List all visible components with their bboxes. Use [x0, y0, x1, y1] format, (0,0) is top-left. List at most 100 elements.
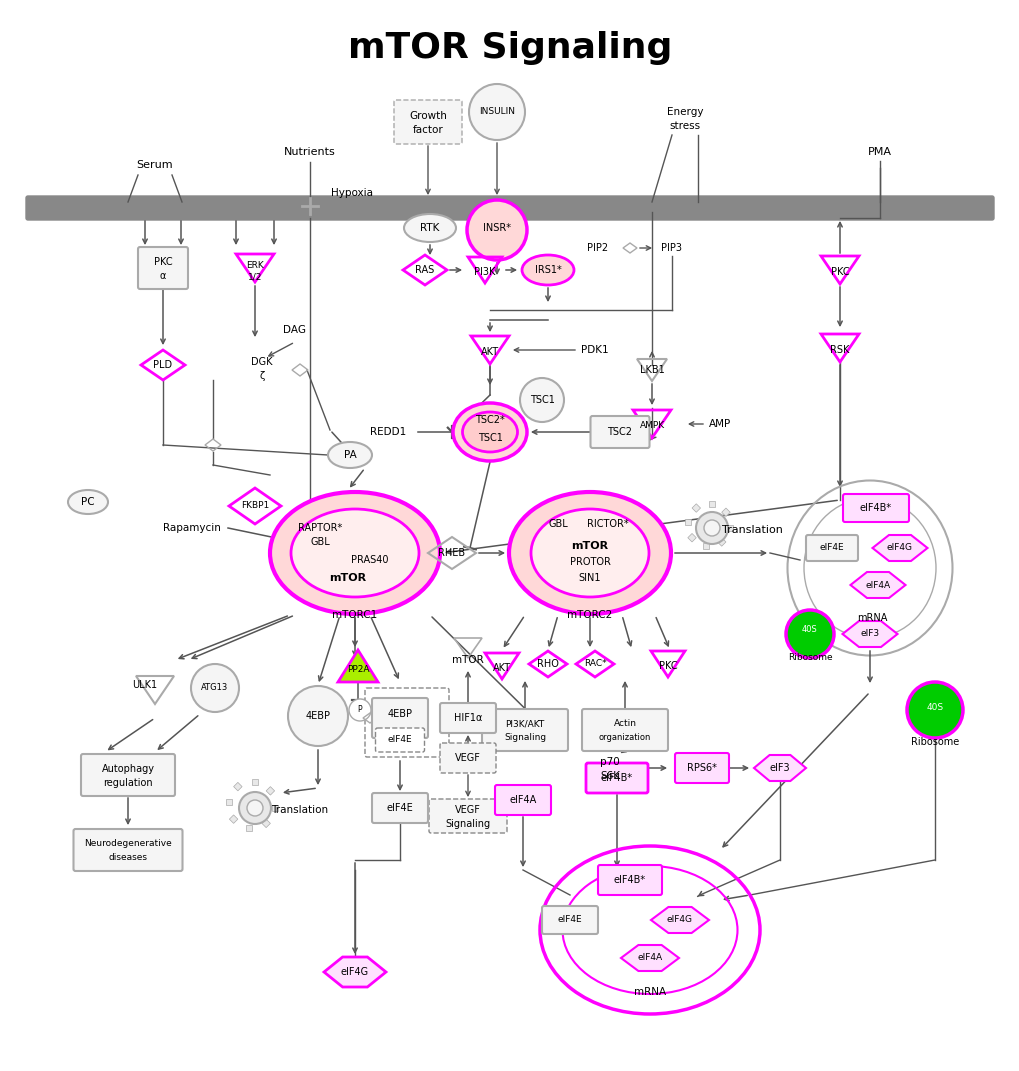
Text: VEGF: VEGF	[454, 753, 481, 763]
FancyBboxPatch shape	[429, 799, 506, 833]
Text: p70: p70	[599, 757, 620, 767]
Text: 1/2: 1/2	[248, 272, 262, 282]
Bar	[702, 543, 708, 549]
Polygon shape	[850, 572, 905, 598]
Bar	[685, 519, 690, 525]
Text: PC: PC	[82, 497, 95, 507]
Circle shape	[703, 521, 719, 536]
Text: Energy: Energy	[666, 107, 702, 117]
Text: RICTOR*: RICTOR*	[587, 519, 628, 529]
Ellipse shape	[452, 403, 527, 461]
Text: PLD: PLD	[153, 360, 172, 369]
Text: mTOR Signaling: mTOR Signaling	[347, 31, 672, 65]
Text: AKT: AKT	[492, 663, 511, 673]
Text: PMA: PMA	[867, 147, 892, 157]
Ellipse shape	[270, 492, 439, 614]
Text: regulation: regulation	[103, 778, 153, 788]
Text: eIF4A: eIF4A	[864, 580, 890, 589]
Text: PDK1: PDK1	[581, 345, 608, 355]
Text: Neurodegenerative: Neurodegenerative	[84, 840, 172, 848]
FancyBboxPatch shape	[842, 494, 908, 522]
Text: RPS6*: RPS6*	[687, 763, 716, 773]
Bar	[727, 525, 733, 531]
Text: Rapamycin: Rapamycin	[163, 523, 221, 533]
Polygon shape	[621, 945, 679, 971]
Text: RSK: RSK	[829, 345, 849, 355]
Text: PIP3: PIP3	[661, 243, 682, 253]
Ellipse shape	[531, 509, 648, 597]
Text: RHEB: RHEB	[438, 548, 465, 558]
Text: RAC*: RAC*	[583, 660, 605, 668]
Polygon shape	[337, 650, 378, 682]
FancyBboxPatch shape	[541, 906, 597, 934]
Bar	[272, 805, 278, 811]
Text: eIF4A: eIF4A	[508, 795, 536, 805]
Text: TSC2*: TSC2*	[475, 414, 504, 425]
Text: eIF4B*: eIF4B*	[600, 773, 633, 783]
Circle shape	[247, 800, 263, 816]
FancyBboxPatch shape	[805, 536, 857, 561]
Text: TSC1: TSC1	[529, 395, 554, 405]
Circle shape	[238, 791, 271, 824]
Text: Ribosome: Ribosome	[910, 737, 958, 746]
Text: GBL: GBL	[547, 519, 568, 529]
Circle shape	[469, 84, 525, 140]
Text: Translation: Translation	[271, 805, 328, 815]
Text: mTOR: mTOR	[451, 655, 483, 665]
Text: ζ: ζ	[259, 371, 264, 381]
Bar	[226, 799, 231, 805]
Circle shape	[191, 664, 238, 712]
Text: LKB1: LKB1	[639, 365, 663, 375]
Bar	[262, 819, 270, 828]
Text: Translation: Translation	[720, 525, 782, 536]
FancyBboxPatch shape	[375, 728, 424, 752]
Text: eIF4G: eIF4G	[340, 967, 369, 977]
Text: TSC2: TSC2	[607, 427, 632, 437]
Text: RHO: RHO	[537, 659, 558, 669]
Text: mRNA: mRNA	[634, 987, 665, 997]
Text: FKBP1: FKBP1	[240, 501, 269, 511]
Ellipse shape	[462, 412, 517, 452]
Ellipse shape	[68, 491, 108, 514]
Text: GBL: GBL	[310, 537, 329, 547]
Polygon shape	[324, 957, 385, 987]
FancyBboxPatch shape	[73, 829, 182, 871]
Text: DGK: DGK	[251, 357, 272, 367]
Polygon shape	[842, 621, 897, 647]
Text: PP2A: PP2A	[346, 665, 369, 675]
Circle shape	[695, 512, 728, 544]
Text: PROTOR: PROTOR	[569, 557, 609, 567]
Circle shape	[287, 687, 347, 746]
Ellipse shape	[404, 214, 455, 242]
Text: 40S: 40S	[801, 625, 817, 634]
Bar	[233, 783, 242, 790]
Bar	[708, 501, 714, 507]
Text: 4EBP: 4EBP	[306, 711, 330, 721]
Polygon shape	[650, 907, 708, 933]
Text: eIF4B*: eIF4B*	[859, 503, 892, 513]
Text: Signaling: Signaling	[445, 819, 490, 829]
FancyBboxPatch shape	[494, 785, 550, 815]
Text: ERK: ERK	[246, 260, 264, 270]
Text: HIF1α: HIF1α	[453, 713, 482, 723]
Text: PKC: PKC	[658, 661, 677, 672]
Text: eIF3: eIF3	[769, 763, 790, 773]
Text: eIF4E: eIF4E	[819, 543, 844, 553]
FancyBboxPatch shape	[138, 247, 187, 289]
FancyBboxPatch shape	[582, 709, 667, 751]
Bar	[246, 825, 252, 831]
Text: REDD1: REDD1	[370, 427, 406, 437]
Circle shape	[520, 378, 564, 422]
Text: DAG: DAG	[283, 325, 306, 335]
Ellipse shape	[522, 255, 574, 285]
Text: PI3K/AKT: PI3K/AKT	[504, 720, 544, 728]
Text: eIF4G: eIF4G	[666, 916, 692, 924]
FancyBboxPatch shape	[372, 793, 428, 823]
Text: 4EBP: 4EBP	[387, 709, 412, 719]
Text: mTORC2: mTORC2	[567, 610, 612, 620]
Text: 40S: 40S	[925, 703, 943, 711]
FancyBboxPatch shape	[439, 743, 495, 773]
Text: ATG13: ATG13	[201, 683, 228, 693]
Text: Actin: Actin	[612, 720, 636, 728]
FancyBboxPatch shape	[590, 416, 649, 448]
